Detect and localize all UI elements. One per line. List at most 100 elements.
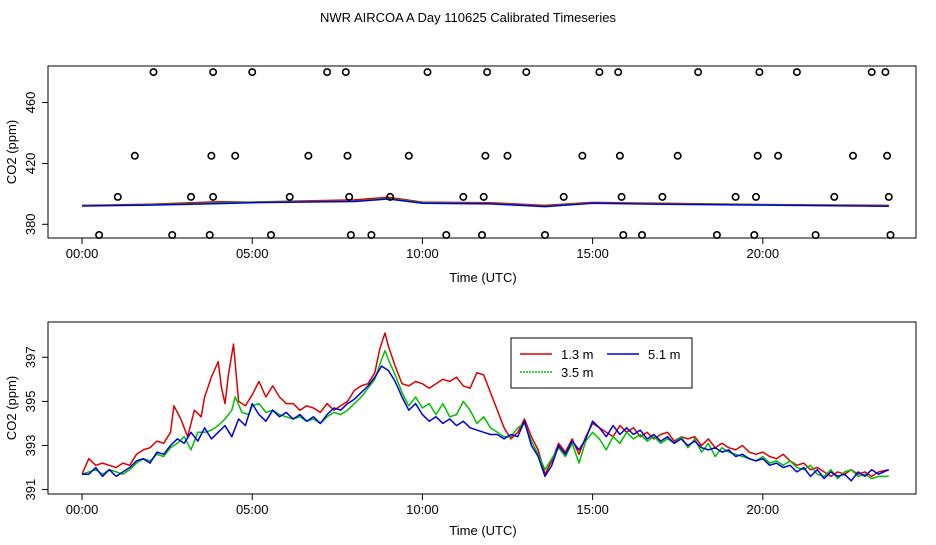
data-point — [459, 192, 468, 201]
panel-bottom-xtick-label: 00:00 — [66, 502, 99, 517]
panel-bottom-xlabel: Time (UTC) — [449, 523, 516, 538]
data-point — [481, 151, 490, 160]
panel-top-ytick-label: 460 — [23, 92, 38, 114]
panel-top-ytick-label: 380 — [23, 213, 38, 235]
panel-bottom: 00:00 05:00 10:00 15:00 20:00 391 393 395 397 Ti… — [4, 321, 917, 538]
data-point — [149, 68, 158, 77]
data-point — [712, 231, 721, 240]
series-line-3-5-m — [81, 349, 889, 480]
data-point — [483, 68, 492, 77]
data-point — [673, 151, 682, 160]
data-point — [345, 192, 354, 201]
data-point — [477, 231, 486, 240]
legend: 1.3 m 5.1 m 3.5 m — [510, 337, 693, 389]
data-point — [830, 192, 839, 201]
data-point — [479, 192, 488, 201]
data-point — [205, 231, 214, 240]
series-line-1-3-m — [81, 332, 889, 478]
data-point — [168, 231, 177, 240]
data-point — [615, 151, 624, 160]
data-point — [658, 192, 667, 201]
data-point — [346, 231, 355, 240]
data-point — [341, 68, 350, 77]
data-point — [522, 68, 531, 77]
data-point — [503, 151, 512, 160]
data-point — [774, 151, 783, 160]
data-point — [248, 68, 257, 77]
data-point — [130, 151, 139, 160]
series-line-blue — [81, 198, 889, 208]
data-point — [187, 192, 196, 201]
panel-bottom-box — [47, 321, 917, 495]
panel-bottom-xtick-label: 15:00 — [576, 502, 609, 517]
panel-bottom-xtick-label: 05:00 — [236, 502, 269, 517]
data-point — [404, 151, 413, 160]
data-point — [694, 68, 703, 77]
panel-top-lines — [81, 196, 889, 208]
data-point — [883, 151, 892, 160]
series-line-5-1-m — [82, 365, 890, 482]
panel-bottom-ytick-label: 391 — [23, 479, 38, 501]
panel-top-xlabel: Time (UTC) — [449, 270, 516, 285]
data-point — [867, 68, 876, 77]
data-point — [209, 192, 218, 201]
panel-top-xtick-label: 10:00 — [406, 246, 439, 261]
data-point — [285, 192, 294, 201]
panel-bottom-ytick-label: 397 — [23, 346, 38, 368]
panel-bottom-ylabel: CO2 (ppm) — [4, 376, 19, 440]
data-point — [753, 151, 762, 160]
chart-title: NWR AIRCOA A Day 110625 Calibrated Times… — [320, 10, 616, 25]
data-point — [886, 231, 895, 240]
data-point — [881, 68, 890, 77]
data-point — [95, 231, 104, 240]
legend-label-3-5m: 3.5 m — [561, 365, 594, 380]
data-point — [559, 192, 568, 201]
data-point — [792, 68, 801, 77]
data-point — [304, 151, 313, 160]
panel-top-points — [95, 68, 895, 240]
data-point — [231, 151, 240, 160]
data-point — [750, 231, 759, 240]
data-point — [207, 151, 216, 160]
panel-top-xtick-label: 20:00 — [747, 246, 780, 261]
panel-top-axes: 00:00 05:00 10:00 15:00 20:00 380 420 460 — [23, 92, 779, 261]
data-point — [367, 231, 376, 240]
panel-bottom-axes: 00:00 05:00 10:00 15:00 20:00 391 393 395 397 — [23, 346, 779, 517]
panel-top-ytick-label: 420 — [23, 153, 38, 175]
data-point — [578, 151, 587, 160]
data-point — [343, 151, 352, 160]
data-point — [595, 68, 604, 77]
panel-top-xtick-label: 05:00 — [236, 246, 269, 261]
panel-bottom-lines — [81, 332, 890, 482]
panel-top-ylabel: CO2 (ppm) — [4, 120, 19, 184]
panel-bottom-xtick-label: 10:00 — [406, 502, 439, 517]
panel-top-xtick-label: 00:00 — [66, 246, 99, 261]
data-point — [811, 231, 820, 240]
panel-top: 00:00 05:00 10:00 15:00 20:00 380 420 460 Time … — [4, 65, 917, 285]
data-point — [442, 231, 451, 240]
legend-box — [510, 337, 693, 389]
data-point — [751, 192, 760, 201]
data-point — [540, 231, 549, 240]
legend-label-1-3m: 1.3 m — [561, 347, 594, 362]
data-point — [619, 231, 628, 240]
data-point — [266, 231, 275, 240]
data-point — [884, 192, 893, 201]
panel-bottom-xtick-label: 20:00 — [747, 502, 780, 517]
panel-bottom-ytick-label: 393 — [23, 435, 38, 457]
legend-label-5-1m: 5.1 m — [648, 347, 681, 362]
data-point — [423, 68, 432, 77]
data-point — [848, 151, 857, 160]
panel-bottom-ytick-label: 395 — [23, 391, 38, 413]
data-point — [386, 192, 395, 201]
data-point — [113, 192, 122, 201]
data-point — [617, 192, 626, 201]
data-point — [731, 192, 740, 201]
data-point — [614, 68, 623, 77]
data-point — [637, 231, 646, 240]
data-point — [755, 68, 764, 77]
data-point — [209, 68, 218, 77]
panel-top-box — [47, 65, 917, 239]
